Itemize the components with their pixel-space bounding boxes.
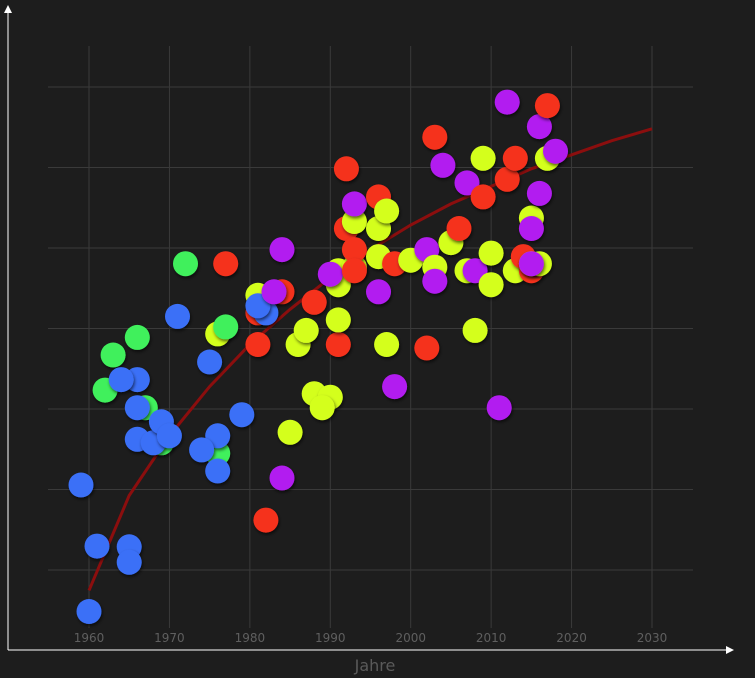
data-point-red	[494, 166, 520, 192]
data-point-purple	[518, 216, 544, 241]
data-points	[68, 89, 568, 624]
data-point-green	[213, 314, 239, 340]
data-point-blue	[205, 423, 231, 449]
data-point-purple	[366, 279, 391, 305]
x-tick-label: 1970	[154, 631, 185, 645]
data-point-blue	[229, 402, 255, 428]
data-point-red	[422, 124, 448, 150]
data-point-blue	[205, 458, 231, 484]
data-point-yellow	[309, 395, 335, 421]
data-point-red	[245, 332, 271, 357]
data-point-purple	[526, 114, 552, 140]
data-point-purple	[543, 138, 568, 164]
x-tick-label: 2020	[556, 631, 587, 645]
data-point-purple	[430, 152, 456, 178]
data-point-blue	[189, 437, 215, 463]
data-point-purple	[261, 279, 287, 305]
data-point-yellow	[374, 198, 400, 224]
data-point-purple	[269, 465, 295, 491]
data-point-green	[173, 251, 198, 277]
data-point-yellow	[341, 209, 367, 234]
data-point-yellow	[478, 240, 504, 266]
data-point-blue	[245, 293, 271, 319]
data-point-red	[333, 156, 359, 182]
data-point-red	[301, 289, 327, 315]
x-tick-label: 2000	[395, 631, 426, 645]
data-point-red	[213, 251, 239, 277]
data-point-yellow	[325, 307, 351, 333]
data-point-blue	[108, 367, 134, 393]
y-axis-arrow-icon	[4, 5, 12, 13]
data-point-red	[414, 335, 440, 361]
data-point-blue	[68, 472, 94, 498]
data-point-yellow	[293, 317, 319, 343]
x-tick-label: 1980	[235, 631, 266, 645]
data-point-purple	[526, 180, 552, 206]
data-point-red	[253, 507, 279, 533]
data-point-blue	[156, 423, 182, 449]
data-point-blue	[84, 533, 110, 559]
data-point-blue	[116, 549, 142, 575]
x-tick-label: 1960	[74, 631, 105, 645]
data-point-red	[325, 332, 351, 357]
x-axis-title: Jahre	[354, 656, 396, 675]
data-point-yellow	[470, 145, 496, 171]
data-point-purple	[269, 237, 295, 263]
axes	[4, 5, 734, 654]
data-point-yellow	[277, 419, 303, 445]
data-point-yellow	[462, 317, 488, 343]
data-point-green	[100, 342, 126, 368]
data-point-blue	[165, 303, 190, 329]
data-point-red	[502, 145, 528, 171]
data-point-blue	[124, 395, 150, 421]
data-point-red	[446, 216, 472, 241]
data-point-yellow	[478, 272, 504, 298]
data-point-purple	[486, 395, 512, 421]
x-axis-arrow-icon	[726, 646, 734, 654]
data-point-blue	[76, 599, 102, 624]
data-point-green	[124, 324, 150, 350]
data-point-purple	[494, 89, 520, 115]
data-point-red	[341, 258, 367, 284]
data-point-purple	[341, 191, 367, 217]
data-point-blue	[197, 349, 223, 375]
data-point-purple	[317, 261, 343, 287]
x-tick-label: 2030	[637, 631, 668, 645]
data-point-purple	[382, 374, 408, 400]
data-point-purple	[518, 251, 544, 277]
x-tick-label: 2010	[476, 631, 507, 645]
data-point-purple	[422, 268, 448, 294]
data-point-red	[470, 184, 496, 210]
data-point-red	[341, 237, 367, 263]
data-point-red	[534, 93, 560, 119]
x-tick-label: 1990	[315, 631, 346, 645]
data-point-purple	[454, 170, 480, 196]
data-point-yellow	[374, 332, 400, 357]
x-tick-labels: 1960 1970 1980 1990 2000 2010 2020 2030	[74, 631, 668, 645]
